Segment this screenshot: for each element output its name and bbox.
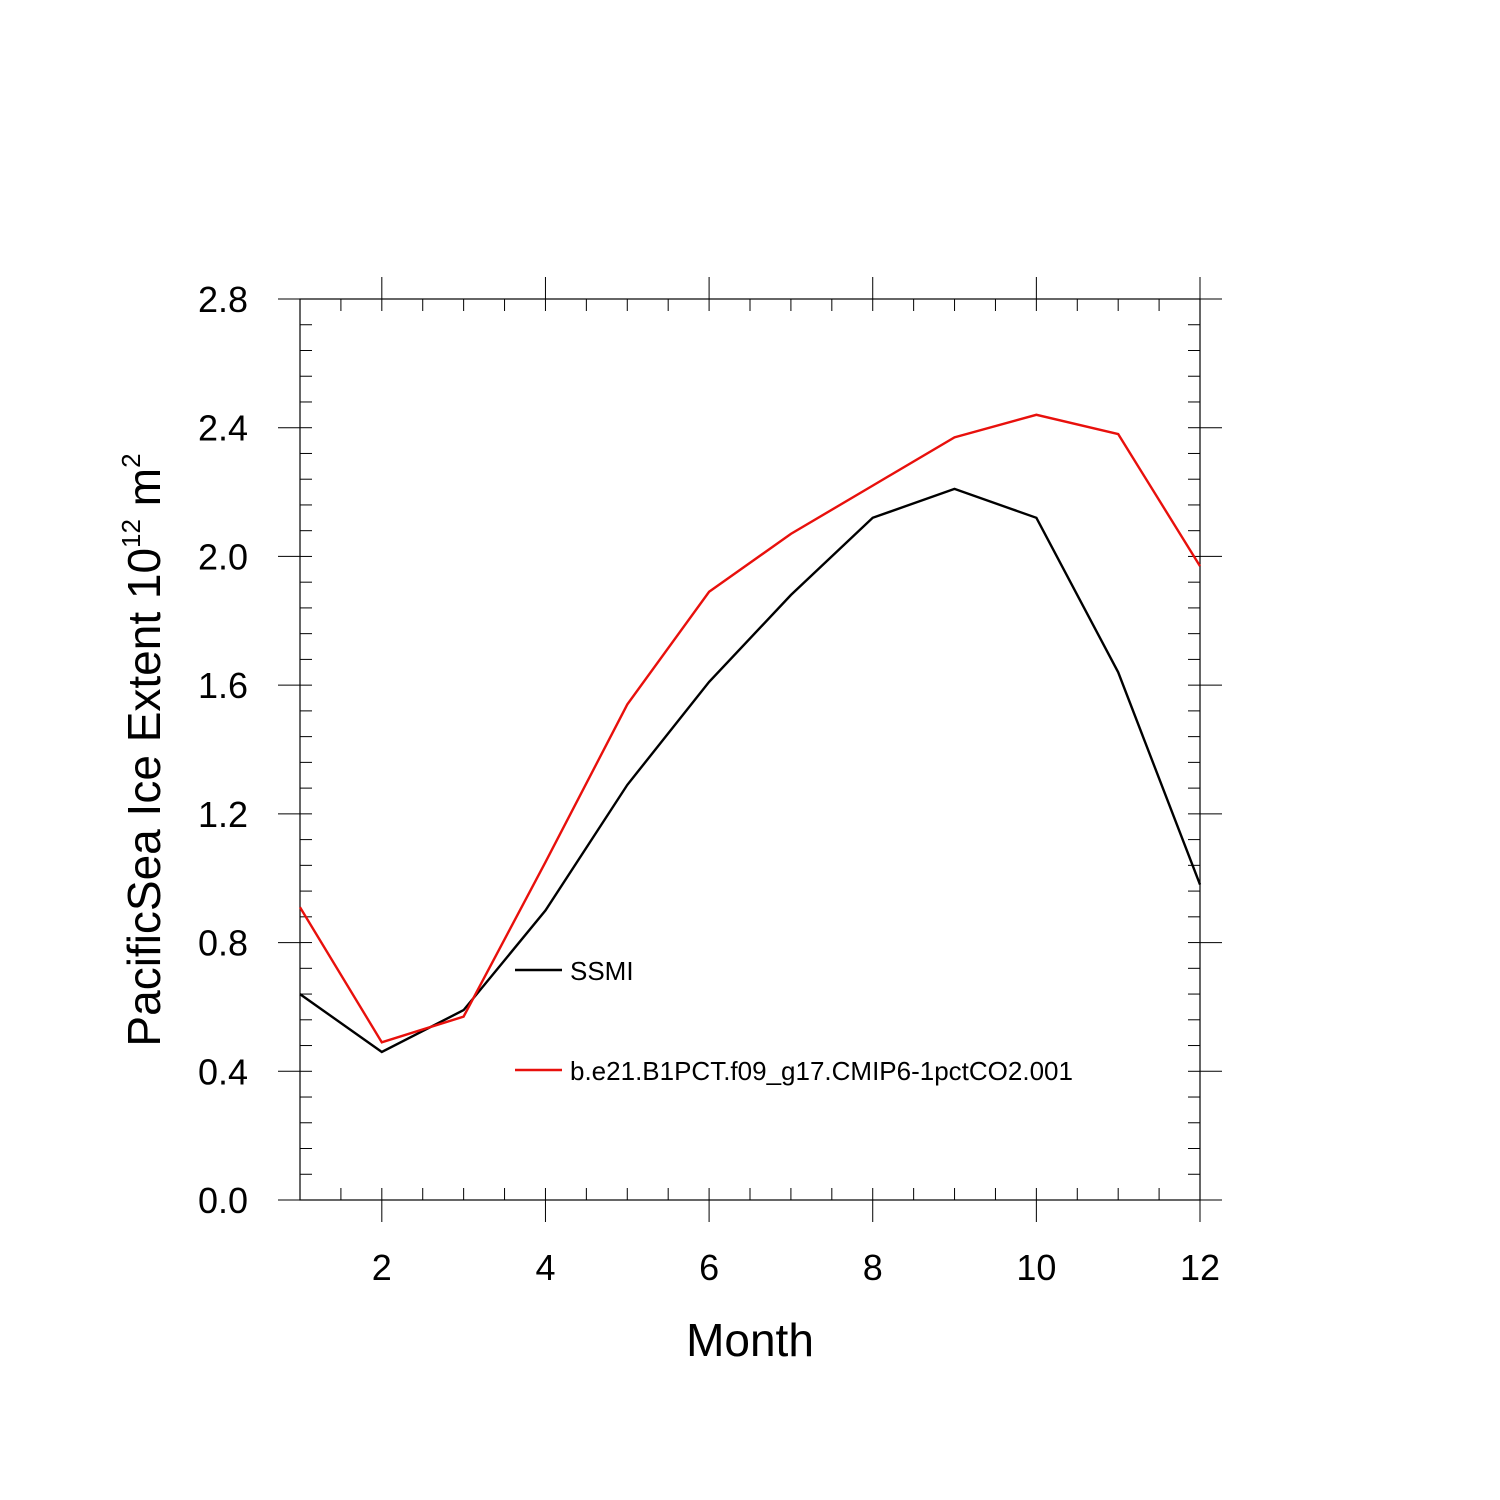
y-tick-label: 2.8 xyxy=(198,279,248,320)
x-tick-label: 12 xyxy=(1180,1247,1220,1288)
x-tick-labels: 2 4 6 8 10 12 xyxy=(372,1247,1220,1288)
y-tick-label: 2.4 xyxy=(198,408,248,449)
y-tick-label: 0.8 xyxy=(198,923,248,964)
y-axis-label-exponent: 12 xyxy=(116,519,146,548)
x-tick-label: 8 xyxy=(863,1247,883,1288)
series-line-0 xyxy=(299,487,1202,1054)
y-tick-label: 1.2 xyxy=(198,794,248,835)
legend: SSMI b.e21.B1PCT.f09_g17.CMIP6-1pctCO2.00… xyxy=(515,956,1073,1086)
y-tick-label: 1.6 xyxy=(198,665,248,706)
x-axis-label: Month xyxy=(686,1314,814,1366)
y-axis-label-main: PacificSea Ice Extent 10 xyxy=(118,548,170,1047)
y-axis-label-unit: m xyxy=(118,468,170,519)
x-tick-label: 4 xyxy=(535,1247,555,1288)
legend-label: b.e21.B1PCT.f09_g17.CMIP6-1pctCO2.001 xyxy=(570,1056,1073,1086)
y-tick-label: 0.0 xyxy=(198,1180,248,1221)
y-axis-label: PacificSea Ice Extent 1012 m2 xyxy=(116,453,170,1046)
x-tick-label: 10 xyxy=(1016,1247,1056,1288)
y-tick-label: 2.0 xyxy=(198,536,248,577)
legend-label: SSMI xyxy=(570,956,634,986)
y-axis-label-unit-exponent: 2 xyxy=(116,453,146,467)
axis-ticks xyxy=(278,277,1222,1222)
y-tick-label: 0.4 xyxy=(198,1051,248,1092)
x-tick-label: 2 xyxy=(372,1247,392,1288)
series-line-1 xyxy=(298,413,1202,1044)
series-lines xyxy=(298,413,1202,1054)
y-tick-labels: 0.0 0.4 0.8 1.2 1.6 2.0 2.4 2.8 xyxy=(198,279,248,1221)
x-tick-label: 6 xyxy=(699,1247,719,1288)
